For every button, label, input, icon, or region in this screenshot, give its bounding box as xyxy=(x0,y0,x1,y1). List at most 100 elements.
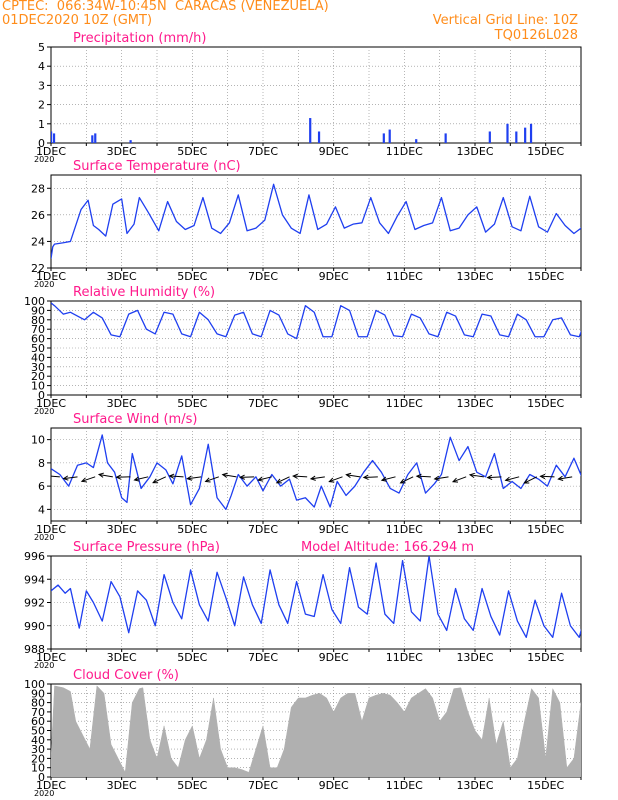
y-tick-label: 60 xyxy=(31,333,45,346)
y-tick-label: 60 xyxy=(31,715,45,728)
y-tick-label: 50 xyxy=(31,725,45,738)
wind-arrow xyxy=(469,474,484,478)
y-tick-label: 3 xyxy=(38,79,45,92)
y-tick-label: 100 xyxy=(24,295,45,308)
wind-arrowhead xyxy=(97,472,104,478)
wind-arrow xyxy=(152,476,167,484)
x-tick-label: 13DEC xyxy=(456,651,493,664)
year-label: 2020 xyxy=(34,155,54,164)
precip-bar xyxy=(91,135,94,143)
wind-arrowhead xyxy=(257,476,264,482)
wind-arrow xyxy=(134,476,149,481)
precip-bar xyxy=(506,123,509,143)
year-label: 2020 xyxy=(34,789,54,798)
panel-title: Precipitation (mm/h) xyxy=(73,31,206,46)
cloud-cover-area xyxy=(51,685,581,777)
plot-area xyxy=(51,556,581,639)
x-tick-label: 7DEC xyxy=(248,397,278,410)
x-tick-label: 15DEC xyxy=(527,651,564,664)
x-tick-label: 11DEC xyxy=(386,651,423,664)
precip-bar xyxy=(515,131,518,143)
x-tick-label: 3DEC xyxy=(107,651,137,664)
year-label: 2020 xyxy=(34,407,54,416)
x-tick-label: 9DEC xyxy=(319,779,349,792)
panel-4: 4 6 8 10 1DEC 3DEC 5DEC 7DEC 9DEC 11DEC 13DEC 15DEC… xyxy=(31,412,582,542)
series-line xyxy=(51,183,581,259)
y-tick-label: 28 xyxy=(31,182,45,195)
year-label: 2020 xyxy=(34,533,54,542)
x-tick-label: 7DEC xyxy=(248,779,278,792)
y-tick-label: 20 xyxy=(31,752,45,765)
x-tick-label: 5DEC xyxy=(177,270,207,283)
precip-bar xyxy=(309,118,312,143)
series-line xyxy=(51,434,581,511)
y-tick-label: 1 xyxy=(38,118,45,131)
wind-arrow xyxy=(524,476,538,484)
x-tick-label: 13DEC xyxy=(456,779,493,792)
x-tick-label: 1DEC xyxy=(36,651,66,664)
wind-arrowhead xyxy=(133,476,140,482)
wind-arrow xyxy=(81,476,96,482)
panel-2: 22 24 26 28 1DEC 3DEC 5DEC 7DEC 9DEC 11DEC 13DEC 15… xyxy=(31,159,582,289)
x-tick-label: 13DEC xyxy=(456,270,493,283)
precip-bar xyxy=(382,133,385,143)
wind-arrowhead xyxy=(275,478,282,484)
grid-line-note: Vertical Grid Line: 10Z xyxy=(432,13,578,28)
series-line xyxy=(51,302,581,340)
precip-bar xyxy=(488,131,491,143)
wind-arrowhead xyxy=(186,475,193,481)
y-tick-label: 70 xyxy=(31,323,45,336)
x-tick-label: 15DEC xyxy=(527,779,564,792)
wind-arrow xyxy=(400,476,414,484)
wind-arrow xyxy=(487,476,502,479)
x-tick-label: 5DEC xyxy=(177,397,207,410)
wind-arrowhead xyxy=(292,473,298,479)
wind-arrow xyxy=(293,475,308,478)
y-tick-label: 5 xyxy=(38,41,45,54)
wind-arrowhead xyxy=(433,475,440,481)
y-tick-label: 30 xyxy=(31,743,45,756)
x-tick-label: 9DEC xyxy=(319,270,349,283)
date-header: 01DEC2020 10Z (GMT) xyxy=(2,13,153,28)
panel-subtitle: Model Altitude: 166.294 m xyxy=(301,540,474,555)
x-tick-label: 9DEC xyxy=(319,397,349,410)
wind-arrowhead xyxy=(539,473,546,480)
precip-bar xyxy=(51,131,53,143)
y-tick-label: 90 xyxy=(31,687,45,700)
wind-arrowhead xyxy=(399,478,406,484)
wind-arrow xyxy=(240,476,255,478)
y-tick-label: 80 xyxy=(31,314,45,327)
wind-arrow xyxy=(363,476,378,478)
plot-area xyxy=(51,118,533,143)
x-tick-label: 7DEC xyxy=(248,270,278,283)
x-tick-label: 11DEC xyxy=(386,270,423,283)
x-tick-label: 1DEC xyxy=(36,270,66,283)
panel-title: Surface Temperature (nC) xyxy=(73,159,241,174)
y-tick-label: 26 xyxy=(31,209,45,222)
x-tick-label: 5DEC xyxy=(177,145,207,158)
y-tick-label: 2 xyxy=(38,99,45,112)
wind-arrow xyxy=(98,473,113,478)
plot-frame xyxy=(50,46,582,144)
wind-arrowhead xyxy=(168,473,175,479)
x-tick-label: 7DEC xyxy=(248,145,278,158)
x-tick-label: 3DEC xyxy=(107,523,137,536)
wind-arrow xyxy=(381,476,396,481)
y-tick-label: 4 xyxy=(38,503,45,516)
y-tick-label: 4 xyxy=(38,60,45,73)
y-tick-label: 992 xyxy=(24,597,45,610)
wind-arrowhead xyxy=(204,477,211,483)
wind-arrowhead xyxy=(221,472,228,478)
station-header: CPTEC: 066:34W-10:45N CARACAS (VENEZUELA… xyxy=(2,0,329,14)
y-tick-label: 20 xyxy=(31,370,45,383)
wind-arrowhead xyxy=(115,474,122,480)
plot-area xyxy=(51,685,581,777)
x-tick-label: 11DEC xyxy=(386,397,423,410)
model-code: TQ0126L028 xyxy=(494,28,578,43)
x-tick-label: 5DEC xyxy=(177,651,207,664)
plot-area xyxy=(51,434,581,511)
precip-bar xyxy=(388,129,391,143)
